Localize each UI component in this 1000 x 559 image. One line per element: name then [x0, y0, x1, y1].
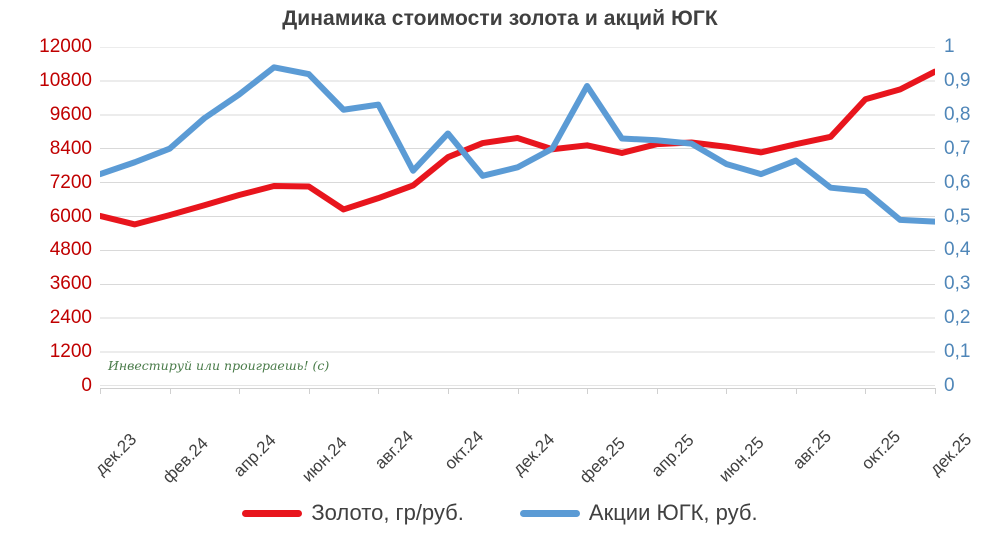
right-axis-tick-label: 0,3	[944, 273, 971, 295]
left-axis-tick-label: 8400	[49, 137, 92, 159]
legend-label: Золото, гр/руб.	[311, 500, 464, 525]
right-axis-tick-label: 0,5	[944, 205, 971, 227]
x-axis-tick-label: фев.25	[575, 433, 629, 487]
x-axis-tick-label: фев.24	[158, 433, 212, 487]
left-axis-tick-label: 0	[81, 375, 92, 396]
x-axis-tick-mark	[656, 388, 658, 394]
left-axis-tick-label: 10800	[39, 69, 92, 91]
x-axis-tick-label: дек.25	[926, 429, 976, 479]
left-axis-tick-label: 12000	[39, 36, 92, 57]
series-line	[100, 68, 935, 228]
x-axis-tick-mark	[726, 388, 728, 394]
x-axis-tick-label: июн.25	[715, 433, 768, 486]
x-axis-tick-mark	[447, 388, 449, 394]
left-value-axis: 12000 10800 9600 8400 7200 6000 4800 3600 2400 12…	[0, 36, 92, 396]
chart-legend: Золото, гр/руб. Акции ЮГК, руб.	[0, 500, 1000, 526]
plot-lines	[100, 47, 935, 386]
left-axis-tick-label: 2400	[49, 307, 92, 329]
x-axis-line	[100, 388, 935, 389]
right-axis-tick-label: 0,2	[944, 307, 971, 329]
x-axis-tick-label: авг.24	[371, 426, 418, 473]
x-axis-tick-label: дек.23	[91, 429, 141, 479]
x-axis-tick-mark	[378, 388, 380, 394]
right-axis-tick-label: 1	[944, 36, 955, 57]
x-axis-tick-mark	[169, 388, 171, 394]
right-axis-tick-label: 0,9	[944, 69, 971, 91]
left-axis-tick-label: 7200	[49, 171, 92, 193]
x-axis-tick-mark	[587, 388, 589, 394]
x-axis-tick-mark	[517, 388, 519, 394]
legend-item[interactable]: Золото, гр/руб.	[242, 500, 464, 526]
right-axis-tick-label: 0,6	[944, 171, 971, 193]
x-axis-tick-mark	[308, 388, 310, 394]
right-axis-tick-label: 0,4	[944, 239, 971, 261]
x-axis-tick-label: апр.24	[229, 430, 280, 481]
right-axis-tick-label: 0	[944, 375, 955, 396]
left-axis-tick-label: 1200	[49, 341, 92, 363]
left-axis-tick-label: 9600	[49, 103, 92, 125]
x-axis-tick-mark	[865, 388, 867, 394]
watermark-text: Инвестируй или проиграешь! (c)	[108, 358, 330, 373]
legend-color-swatch	[242, 509, 303, 517]
right-axis-tick-label: 0,7	[944, 137, 971, 159]
right-axis-tick-label: 0,1	[944, 341, 971, 363]
right-axis-tick-label: 0,8	[944, 103, 971, 125]
legend-label: Акции ЮГК, руб.	[588, 500, 758, 525]
left-axis-tick-label: 4800	[49, 239, 92, 261]
x-axis-tick-mark	[100, 388, 101, 394]
x-axis-tick-label: авг.25	[788, 426, 835, 473]
left-axis-tick-label: 3600	[49, 273, 92, 295]
legend-item[interactable]: Акции ЮГК, руб.	[519, 500, 758, 526]
plot-area	[100, 47, 935, 386]
series-line	[100, 64, 935, 225]
right-value-axis: 1 0,9 0,8 0,7 0,6 0,5 0,4 0,3 0,2 0,1 0	[944, 36, 1000, 396]
x-axis-tick-mark	[239, 388, 241, 394]
x-axis-tick-mark	[935, 388, 936, 394]
left-axis-tick-label: 6000	[49, 205, 92, 227]
x-axis-tick-mark	[795, 388, 797, 394]
category-axis: дек.23 фев.24 апр.24 июн.24 авг.24 окт.24 дек.…	[91, 388, 975, 488]
x-axis-tick-label: окт.24	[440, 426, 487, 474]
x-axis-tick-label: окт.25	[858, 426, 905, 474]
x-axis-tick-label: дек.24	[508, 429, 558, 479]
x-axis-tick-label: июн.24	[297, 433, 351, 486]
chart-title: Динамика стоимости золота и акций ЮГК	[282, 7, 718, 30]
legend-color-swatch	[519, 509, 580, 517]
x-axis-tick-label: апр.25	[647, 430, 698, 481]
